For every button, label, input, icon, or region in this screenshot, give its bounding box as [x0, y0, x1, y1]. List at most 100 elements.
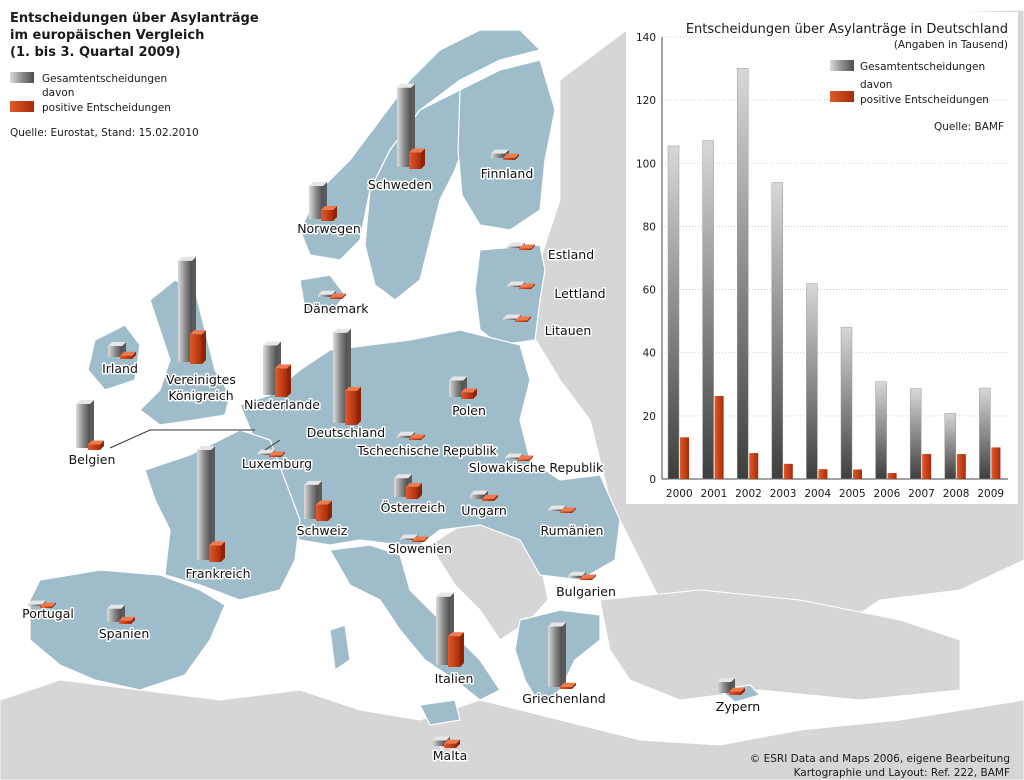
country-positive-bar-side [342, 293, 346, 299]
country-total-bar [436, 596, 450, 665]
country-luxemburg: Luxemburg [240, 449, 314, 473]
non-eu-land-africa [0, 679, 1024, 780]
land-france [144, 429, 301, 601]
country-positive-bar-top [517, 455, 533, 460]
chart-legend-total-label: Gesamtentscheidungen [860, 61, 985, 73]
country-total-bar-top [394, 474, 412, 479]
chart-y-tick-label: 20 [643, 411, 656, 423]
country-label: Rumänien [541, 523, 604, 538]
country-positive-bar-side [421, 434, 425, 440]
country-total-bar [397, 87, 411, 167]
map-title-line-2: im europäischen Vergleich [10, 28, 204, 43]
country-label: Schweiz [297, 523, 348, 538]
chart-legend-positive-swatch [830, 91, 854, 102]
country-positive-bar [519, 287, 531, 289]
chart-y-tick-label: 40 [643, 348, 656, 360]
country-positive-bar-side [456, 739, 460, 748]
country-total-bar [178, 260, 192, 362]
chart-bar-total [736, 68, 749, 480]
country-total-bar [449, 380, 463, 397]
country-label: Schweden [368, 177, 432, 192]
chart-x-tick-label: 2001 [701, 488, 728, 500]
country-label: Belgien [69, 452, 116, 467]
country-total-bar-top [318, 290, 336, 295]
country-positive-bar-top [321, 206, 337, 210]
chart-x-tick-label: 2002 [735, 488, 762, 500]
country-positive-bar [88, 444, 100, 450]
country-positive-bar-side [531, 283, 535, 289]
country-label: Bulgarien [556, 584, 616, 599]
country-total-bar-top [28, 600, 46, 605]
country-positive-bar-side [529, 455, 533, 461]
country-total-bar [394, 478, 408, 497]
country-schweden: Schweden [366, 83, 434, 194]
country-positive-bar-side [281, 451, 285, 457]
country-total-bar [76, 404, 90, 448]
map-title-line-1: Entscheidungen über Asylanträge [10, 11, 259, 26]
country-positive-bar [517, 459, 529, 461]
country-positive-bar-top [409, 434, 425, 439]
country-positive-bar-top [269, 451, 285, 456]
country-label: Frankreich [185, 566, 250, 581]
country-positive-bar-top [444, 739, 460, 744]
land-sardinia [329, 624, 351, 672]
country-total-bar-top [432, 736, 450, 741]
belgien-leader-line [109, 429, 255, 449]
country-positive-bar-top [461, 388, 477, 393]
country-positive-bar [120, 355, 132, 359]
land-ireland [87, 324, 141, 391]
chart-bar-positive [887, 473, 897, 479]
country-positive-bar-side [131, 616, 135, 624]
country-total-bar-top [309, 182, 327, 186]
country-total-bar [28, 604, 42, 606]
country-label: Deutschland [307, 425, 385, 440]
country-positive-bar-top [519, 244, 535, 249]
country-positive-bar-side [572, 507, 576, 513]
chart-panel-background [626, 12, 1018, 504]
chart-bar-positive [956, 454, 966, 479]
chart-y-ticks: 0 20 40 60 80 100 120 140 [636, 32, 656, 486]
country-total-bar-top [505, 453, 523, 458]
country-positive-bar-top [40, 602, 56, 607]
chart-bar-positive [991, 447, 1001, 479]
country-total-bar [717, 682, 731, 693]
chart-x-tick-label: 2003 [770, 488, 797, 500]
country-italien: Italien [433, 592, 475, 688]
chart-bar-total [667, 145, 680, 480]
country-positive-bar-top [209, 541, 225, 546]
map-legend: Gesamtentscheidungen davon positive Ents… [10, 72, 199, 139]
country-label: Griechenland [522, 691, 605, 706]
chart-bar-positive [680, 437, 689, 479]
country-total-bar-top [197, 446, 215, 450]
country-total-bar [333, 332, 347, 423]
country-positive-bar [406, 486, 418, 499]
legend-davon-label: davon [42, 87, 74, 99]
country-positive-bar-top [275, 364, 291, 369]
country-total-bar-top [568, 571, 586, 576]
chart-y-tick-label: 80 [643, 221, 656, 233]
country-lettland: Lettland [507, 281, 607, 303]
country-total-bar [503, 318, 517, 320]
country-total-bar [397, 435, 411, 438]
chart-bars [667, 68, 1001, 480]
chart-legend: Gesamtentscheidungen davon positive Ents… [830, 60, 1004, 133]
country-positive-bar-side [424, 536, 428, 542]
country-positive-bar [560, 686, 572, 689]
country-positive-bar [444, 743, 456, 748]
country-total-bar-top [107, 604, 125, 609]
country-total-bar [568, 575, 582, 578]
country-label: Norwegen [297, 221, 361, 236]
country-positive-bar [119, 620, 131, 624]
country-total-bar-top [449, 376, 467, 381]
country-positive-bar-top [406, 482, 422, 487]
country-positive-bar-side [202, 330, 206, 364]
country-positive-bar [409, 152, 421, 169]
chart-x-labels: 2000 2001 2002 2003 2004 2005 2006 2007 2008 2009 [666, 488, 1004, 500]
country-spanien: Spanien [97, 604, 151, 643]
country-positive-bar [503, 157, 515, 160]
country-total-bar-side [562, 622, 566, 687]
country-polen: Polen [449, 376, 487, 420]
country-total-bar-top [548, 505, 566, 510]
